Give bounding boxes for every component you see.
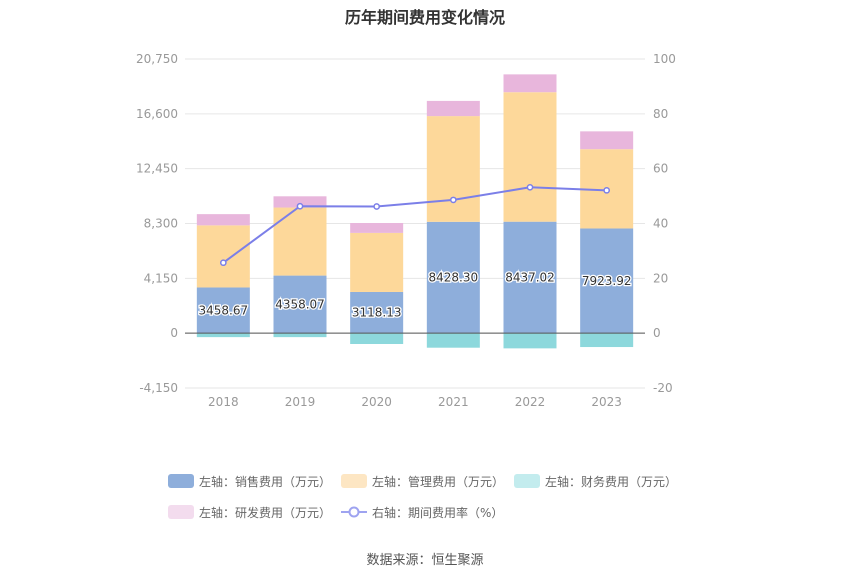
legend-swatch-sales [168,474,194,488]
bar-finance [273,333,327,338]
bar-admin [426,116,480,222]
left-tick-label: 20,750 [136,52,178,66]
legend-label-rate: 右轴：期间费用率（%） [372,505,504,520]
legend-label-sales: 左轴：销售费用（万元） [199,474,332,489]
legend-swatch-admin [341,474,368,488]
rate-point [526,183,534,191]
x-tick-label: 2019 [285,395,316,409]
chart-plot: 3458.67 4358.07 3118.13 8428.30 8437.02 7923.… [136,52,676,409]
rate-point [449,196,457,204]
left-tick-label: 8,300 [144,217,178,231]
rate-point [296,202,304,210]
bar-data-label: 3458.67 [199,303,249,317]
left-tick-label: 16,600 [136,107,178,121]
legend-swatch-finance [514,474,541,488]
legend-label-finance: 左轴：财务费用（万元） [545,474,678,489]
legend-swatch-rnd [168,505,194,519]
x-tick-label: 2021 [438,395,469,409]
rate-point [219,259,227,267]
rate-point [603,186,611,194]
left-tick-label: 12,450 [136,162,178,176]
bar-admin [503,92,557,222]
bar-data-label: 8437.02 [505,270,555,284]
bar-rnd [426,100,480,117]
x-tick-label: 2022 [515,395,546,409]
bar-rnd [503,74,557,93]
legend-label-admin: 左轴：管理费用（万元） [372,474,505,489]
x-tick-label: 2020 [361,395,392,409]
right-tick-label: 60 [653,162,668,176]
bar-admin [196,225,250,288]
bar-rnd [350,222,404,233]
legend-line-circle-icon [341,506,368,518]
legend-item-finance[interactable]: 左轴：财务费用（万元） [514,470,677,492]
right-tick-label: 100 [653,52,676,66]
bar-admin [350,232,404,292]
bar-sales [273,275,327,334]
bar-finance [426,333,480,348]
bar-rnd [580,131,634,150]
legend-label-rnd: 左轴：研发费用（万元） [199,505,332,520]
right-tick-label: -20 [653,381,673,395]
bar-data-label: 3118.13 [352,306,402,320]
bar-sales [580,228,634,334]
bar-data-label: 8428.30 [429,270,479,284]
legend: 左轴：销售费用（万元） 左轴：管理费用（万元） 左轴：财务费用（万元） 左轴：研… [168,470,728,532]
legend-row-1: 左轴：销售费用（万元） 左轴：管理费用（万元） 左轴：财务费用（万元） [168,470,728,492]
left-tick-label: -4,150 [139,381,178,395]
legend-item-rate[interactable]: 右轴：期间费用率（%） [341,501,503,523]
bar-data-label: 4358.07 [275,297,325,311]
rate-point [373,203,381,210]
legend-row-2: 左轴：研发费用（万元） 右轴：期间费用率（%） [168,501,728,523]
bar-finance [580,333,634,348]
bar-sales [350,291,404,334]
left-tick-label: 0 [170,326,178,340]
bar-sales [503,221,557,334]
legend-item-sales[interactable]: 左轴：销售费用（万元） [168,470,331,492]
legend-item-admin[interactable]: 左轴：管理费用（万元） [341,470,504,492]
bar-admin [273,207,327,276]
bar-finance [350,333,404,345]
rate-line [222,186,607,264]
chart-title: 历年期间费用变化情况 [344,8,505,27]
x-tick-label: 2023 [591,395,622,409]
x-tick-label: 2018 [208,395,239,409]
legend-item-rnd[interactable]: 左轴：研发费用（万元） [168,501,331,523]
right-tick-label: 20 [653,271,668,285]
right-tick-label: 0 [653,326,661,340]
bar-sales [196,287,250,334]
left-tick-label: 4,150 [144,271,178,285]
bar-rnd [196,214,250,226]
bar-finance [196,333,250,338]
right-tick-label: 80 [653,107,668,121]
source-note: 数据来源：恒生聚源 [366,553,484,568]
bar-data-label: 7923.92 [582,274,632,288]
bar-rnd [273,196,327,208]
bar-sales [426,221,480,334]
right-tick-label: 40 [653,217,668,231]
bar-finance [503,333,557,349]
